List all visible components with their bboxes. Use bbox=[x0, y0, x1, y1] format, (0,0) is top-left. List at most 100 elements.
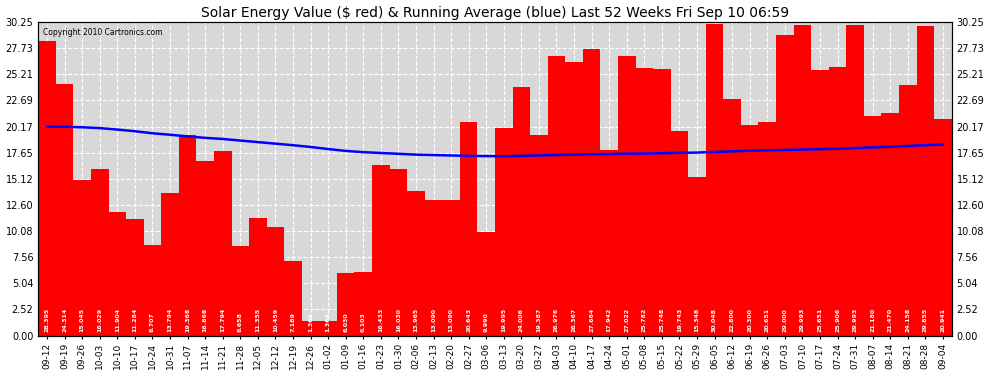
Text: 1.364: 1.364 bbox=[308, 313, 313, 333]
Text: 16.029: 16.029 bbox=[97, 308, 102, 333]
Bar bbox=[266, 227, 284, 336]
Text: 6.103: 6.103 bbox=[360, 313, 365, 333]
Text: 21.180: 21.180 bbox=[870, 308, 875, 333]
Text: 13.794: 13.794 bbox=[167, 308, 172, 333]
Text: 30.048: 30.048 bbox=[712, 309, 717, 333]
Text: 16.868: 16.868 bbox=[203, 308, 208, 333]
Text: 25.651: 25.651 bbox=[818, 308, 823, 333]
Text: 27.022: 27.022 bbox=[625, 308, 630, 333]
Text: 29.855: 29.855 bbox=[923, 308, 928, 333]
Bar bbox=[337, 273, 354, 336]
Bar bbox=[513, 87, 530, 336]
Bar bbox=[688, 177, 706, 336]
Bar bbox=[794, 25, 811, 336]
Text: 19.387: 19.387 bbox=[537, 308, 542, 333]
Bar bbox=[495, 128, 513, 336]
Text: 7.189: 7.189 bbox=[290, 313, 295, 333]
Text: 21.470: 21.470 bbox=[888, 308, 893, 333]
Bar bbox=[917, 26, 935, 336]
Text: 17.942: 17.942 bbox=[607, 308, 612, 333]
Bar bbox=[477, 232, 495, 336]
Bar bbox=[881, 113, 899, 336]
Bar bbox=[724, 99, 741, 336]
Bar bbox=[443, 200, 460, 336]
Text: 29.993: 29.993 bbox=[852, 308, 857, 333]
Bar bbox=[39, 41, 55, 336]
Text: 20.300: 20.300 bbox=[747, 309, 752, 333]
Bar bbox=[161, 193, 179, 336]
Bar bbox=[249, 218, 266, 336]
Bar bbox=[302, 321, 320, 336]
Bar bbox=[372, 165, 390, 336]
Text: 19.743: 19.743 bbox=[677, 308, 682, 333]
Bar bbox=[460, 122, 477, 336]
Text: 24.314: 24.314 bbox=[62, 308, 67, 333]
Bar bbox=[618, 56, 636, 336]
Text: 19.995: 19.995 bbox=[501, 308, 506, 333]
Text: 19.368: 19.368 bbox=[185, 308, 190, 333]
Text: 26.976: 26.976 bbox=[554, 308, 559, 333]
Text: 28.395: 28.395 bbox=[45, 308, 50, 333]
Bar bbox=[899, 85, 917, 336]
Bar bbox=[232, 246, 249, 336]
Bar bbox=[758, 122, 776, 336]
Bar bbox=[126, 219, 144, 336]
Text: 15.348: 15.348 bbox=[695, 308, 700, 333]
Text: 9.990: 9.990 bbox=[484, 313, 489, 333]
Text: Copyright 2010 Cartronics.com: Copyright 2010 Cartronics.com bbox=[43, 28, 162, 38]
Bar bbox=[196, 161, 214, 336]
Bar bbox=[407, 191, 425, 336]
Bar bbox=[284, 261, 302, 336]
Bar bbox=[636, 68, 653, 336]
Bar bbox=[530, 135, 547, 336]
Text: 25.906: 25.906 bbox=[835, 308, 841, 333]
Bar bbox=[776, 35, 794, 336]
Title: Solar Energy Value ($ red) & Running Average (blue) Last 52 Weeks Fri Sep 10 06:: Solar Energy Value ($ red) & Running Ave… bbox=[201, 6, 789, 20]
Bar bbox=[73, 180, 91, 336]
Text: 29.993: 29.993 bbox=[800, 308, 805, 333]
Bar bbox=[547, 56, 565, 336]
Bar bbox=[846, 25, 864, 336]
Text: 17.794: 17.794 bbox=[220, 308, 226, 333]
Bar bbox=[811, 70, 829, 336]
Text: 24.158: 24.158 bbox=[905, 308, 910, 333]
Text: 15.045: 15.045 bbox=[80, 308, 85, 333]
Bar bbox=[706, 24, 724, 336]
Text: 8.707: 8.707 bbox=[149, 313, 155, 333]
Bar bbox=[55, 84, 73, 336]
Text: 11.355: 11.355 bbox=[255, 308, 260, 333]
Text: 10.459: 10.459 bbox=[273, 308, 278, 333]
Bar bbox=[390, 170, 407, 336]
Bar bbox=[91, 170, 109, 336]
Text: 27.664: 27.664 bbox=[589, 308, 594, 333]
Bar bbox=[354, 272, 372, 336]
Bar bbox=[600, 150, 618, 336]
Text: 24.006: 24.006 bbox=[519, 309, 524, 333]
Text: 20.941: 20.941 bbox=[940, 308, 945, 333]
Text: 13.965: 13.965 bbox=[414, 308, 419, 333]
Bar bbox=[320, 321, 337, 336]
Text: 11.284: 11.284 bbox=[133, 308, 138, 333]
Bar bbox=[425, 200, 443, 336]
Text: 25.748: 25.748 bbox=[659, 308, 664, 333]
Bar bbox=[109, 212, 126, 336]
Text: 8.658: 8.658 bbox=[238, 313, 243, 333]
Bar bbox=[935, 118, 951, 336]
Text: 6.030: 6.030 bbox=[344, 313, 348, 333]
Text: 25.782: 25.782 bbox=[642, 308, 646, 333]
Bar bbox=[829, 67, 846, 336]
Bar bbox=[179, 135, 196, 336]
Bar bbox=[583, 49, 600, 336]
Bar bbox=[741, 125, 758, 336]
Text: 16.433: 16.433 bbox=[378, 308, 383, 333]
Text: 13.090: 13.090 bbox=[448, 309, 453, 333]
Text: 11.904: 11.904 bbox=[115, 308, 120, 333]
Text: 29.000: 29.000 bbox=[782, 309, 787, 333]
Bar bbox=[670, 131, 688, 336]
Bar bbox=[565, 62, 583, 336]
Text: 22.800: 22.800 bbox=[730, 309, 735, 333]
Text: 20.651: 20.651 bbox=[764, 308, 770, 333]
Text: 1.364: 1.364 bbox=[326, 313, 331, 333]
Bar bbox=[144, 245, 161, 336]
Text: 13.090: 13.090 bbox=[431, 309, 436, 333]
